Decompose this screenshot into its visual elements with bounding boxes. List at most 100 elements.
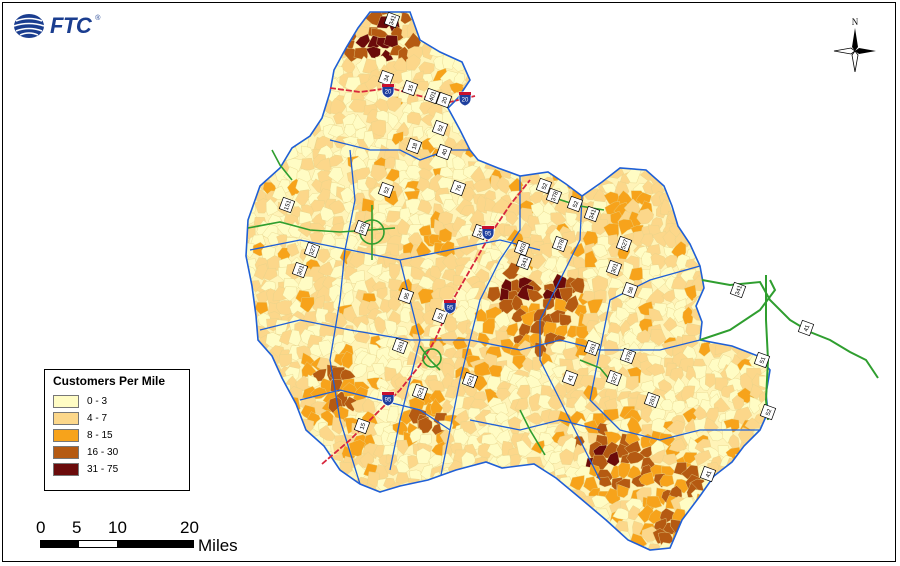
service-tract xyxy=(322,540,339,550)
service-tract xyxy=(475,46,490,60)
service-tract xyxy=(556,87,568,105)
service-tract xyxy=(738,540,751,550)
service-tract xyxy=(306,512,324,527)
service-tract xyxy=(747,161,764,173)
service-tract xyxy=(395,472,410,485)
service-tract xyxy=(563,32,580,51)
service-tract xyxy=(249,132,267,146)
service-tract xyxy=(759,93,770,109)
route-shield: 521 xyxy=(411,383,429,401)
service-tract xyxy=(410,539,427,550)
service-tract xyxy=(745,193,762,209)
service-tract xyxy=(291,76,305,89)
service-tract xyxy=(723,169,741,183)
service-tract xyxy=(733,475,750,492)
service-tract xyxy=(280,113,294,125)
service-tract xyxy=(722,509,742,524)
service-tract xyxy=(288,486,300,502)
service-tract xyxy=(581,220,595,233)
service-tract xyxy=(516,265,534,278)
service-tract xyxy=(598,155,614,172)
service-tract xyxy=(724,527,742,543)
service-tract xyxy=(608,26,623,42)
svg-text:52: 52 xyxy=(383,186,391,195)
legend-swatch xyxy=(53,395,79,408)
route-shield: 378 xyxy=(619,347,637,365)
svg-text:521: 521 xyxy=(417,386,426,398)
service-tract xyxy=(419,540,434,550)
service-tract xyxy=(263,414,280,428)
service-tract xyxy=(722,107,739,122)
service-tract xyxy=(528,507,544,523)
service-tract xyxy=(402,531,422,548)
service-tract xyxy=(562,21,577,40)
service-tract xyxy=(275,396,293,411)
service-tract xyxy=(694,95,710,109)
service-tract xyxy=(742,90,758,108)
service-tract xyxy=(620,55,636,74)
service-tract xyxy=(747,527,765,545)
service-tract xyxy=(229,39,244,54)
service-tract xyxy=(701,243,719,255)
service-tract xyxy=(465,55,483,70)
service-tract xyxy=(306,545,324,550)
service-tract xyxy=(493,116,506,129)
service-tract xyxy=(283,456,301,473)
service-tract xyxy=(481,505,499,522)
service-tract xyxy=(246,445,259,458)
service-tract xyxy=(772,450,786,464)
svg-text:527: 527 xyxy=(621,238,630,250)
service-tract xyxy=(622,67,635,83)
route-shield: 261 xyxy=(643,391,661,409)
service-tract xyxy=(246,113,247,131)
service-tract xyxy=(516,102,533,117)
service-tract xyxy=(675,45,689,59)
service-tract xyxy=(569,121,585,139)
service-tract xyxy=(488,472,507,490)
service-tract xyxy=(642,126,659,140)
route-shield: 40 xyxy=(435,143,453,161)
service-tract xyxy=(313,12,329,26)
service-tract xyxy=(502,76,519,94)
route-shield: 341 xyxy=(729,281,747,299)
service-tract xyxy=(744,296,762,312)
service-tract xyxy=(537,506,555,525)
service-tract xyxy=(406,510,422,527)
service-tract xyxy=(371,501,390,516)
service-tract xyxy=(739,263,755,282)
service-tract xyxy=(648,99,664,117)
service-tract xyxy=(460,520,474,534)
service-tract xyxy=(261,493,280,512)
service-tract xyxy=(544,125,561,144)
service-tract xyxy=(650,329,667,347)
service-tract xyxy=(630,35,645,52)
legend-label: 8 - 15 xyxy=(87,430,113,441)
service-tract xyxy=(565,160,580,176)
service-tract xyxy=(576,153,594,167)
service-tract xyxy=(550,136,566,154)
svg-text:51: 51 xyxy=(759,356,767,365)
legend-item: 8 - 15 xyxy=(53,427,181,444)
service-tract xyxy=(445,496,461,512)
service-tract xyxy=(311,58,324,71)
service-tract xyxy=(698,48,712,64)
service-tract xyxy=(327,167,344,184)
service-tract xyxy=(331,12,350,14)
service-tract xyxy=(750,516,763,531)
service-tract xyxy=(651,131,671,151)
service-tract xyxy=(293,104,309,118)
service-tract xyxy=(300,121,315,133)
service-tract xyxy=(288,329,302,347)
service-tract xyxy=(319,484,335,501)
service-tract xyxy=(276,19,291,37)
service-tract xyxy=(251,491,266,507)
service-tract xyxy=(391,509,408,527)
service-tract xyxy=(525,37,543,55)
service-tract xyxy=(564,123,581,137)
service-tract xyxy=(771,124,787,141)
service-tract xyxy=(472,100,493,119)
service-tract xyxy=(708,429,726,442)
service-tract xyxy=(592,138,606,151)
service-tract xyxy=(736,160,752,173)
service-tract xyxy=(300,42,317,59)
